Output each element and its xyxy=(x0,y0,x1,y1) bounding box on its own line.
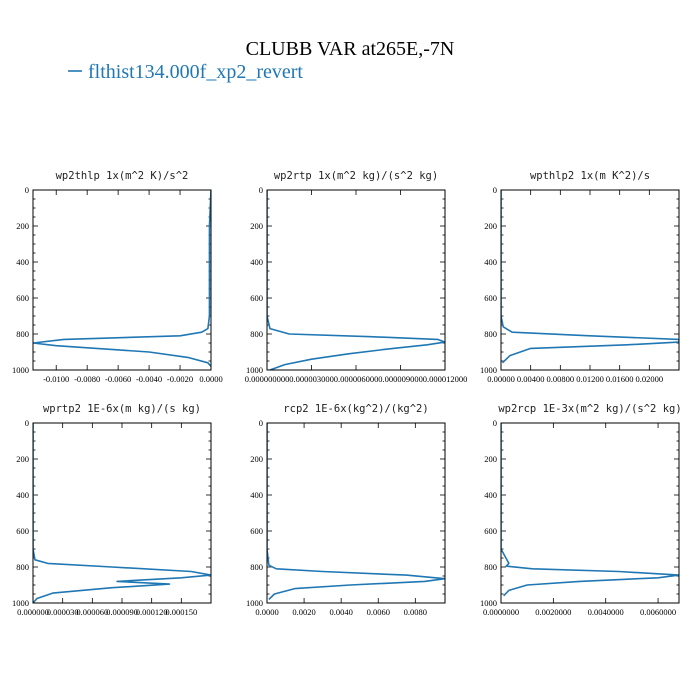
y-tick-label: 600 xyxy=(250,526,263,536)
panel-title: wp2rcp 1E-3x(m^2 kg)/(s^2 kg) xyxy=(498,403,681,415)
y-tick-label: 1000 xyxy=(12,365,29,375)
x-tick-label: 0.000000000 xyxy=(245,374,290,384)
plot-frame xyxy=(266,189,446,371)
panel-4: wprtp2 1E-6x(m kg)/(s kg) 0 200 400 600 800 10… xyxy=(12,403,212,617)
y-tick-label: 1000 xyxy=(246,365,263,375)
x-tick-label: 0.0040 xyxy=(329,607,352,617)
y-tick-label: 0 xyxy=(25,418,29,428)
y-tick-label: 1000 xyxy=(246,598,263,608)
y-tick-label: 800 xyxy=(250,562,263,572)
y-tick-label: 0 xyxy=(25,185,29,195)
y-tick-label: 400 xyxy=(484,490,497,500)
x-tick-label: 0.0080 xyxy=(404,607,427,617)
y-tick-label: 200 xyxy=(484,221,497,231)
y-tick-label: 0 xyxy=(493,418,497,428)
x-tick-label: 0.0060 xyxy=(367,607,390,617)
x-tick-label: 0.000150 xyxy=(165,607,197,617)
x-tick-label: 0.01200 xyxy=(576,374,604,384)
x-tick-label: 0.000120 xyxy=(136,607,168,617)
series-line-1 xyxy=(33,190,211,367)
plot-frame xyxy=(500,189,680,371)
x-tick-label: 0.02000 xyxy=(636,374,664,384)
x-tick-label: -0.0080 xyxy=(74,374,100,384)
y-tick-label: 800 xyxy=(484,329,497,339)
y-tick-label: 600 xyxy=(484,293,497,303)
x-tick-label: 0.000030 xyxy=(47,607,79,617)
x-tick-label: 0.00800 xyxy=(547,374,575,384)
y-tick-label: 400 xyxy=(250,257,263,267)
x-tick-label: 0.0000 xyxy=(255,607,278,617)
x-tick-label: 0.000012000 xyxy=(423,374,468,384)
y-tick-label: 400 xyxy=(16,490,29,500)
x-tick-label: -0.0100 xyxy=(43,374,69,384)
x-tick-label: 0.000090 xyxy=(106,607,138,617)
y-tick-label: 0 xyxy=(259,185,263,195)
panel-title: wprtp2 1E-6x(m kg)/(s kg) xyxy=(43,403,201,415)
x-tick-label: 0.000003000 xyxy=(289,374,334,384)
y-tick-label: 1000 xyxy=(480,365,497,375)
y-tick-label: 200 xyxy=(16,454,29,464)
y-tick-label: 400 xyxy=(250,490,263,500)
panel-title: rcp2 1E-6x(kg^2)/(kg^2) xyxy=(283,403,428,415)
panel-5: rcp2 1E-6x(kg^2)/(kg^2) 0 200 400 600 800 1000… xyxy=(246,403,446,617)
x-tick-label: 0.00000 xyxy=(487,374,515,384)
panel-grid: wp2thlp 1x(m^2 K)/s^2 0 200 400 600 800 1000 -0… xyxy=(12,170,682,617)
x-tick-label: 0.0060000 xyxy=(640,607,676,617)
series-line-1 xyxy=(267,423,445,600)
plot-frame xyxy=(32,422,212,604)
x-tick-label: 0.0000000 xyxy=(483,607,519,617)
y-tick-label: 0 xyxy=(493,185,497,195)
series-line-1 xyxy=(33,423,211,603)
y-tick-label: 200 xyxy=(250,454,263,464)
y-tick-label: 800 xyxy=(16,562,29,572)
legend: flthist134.000f_xp2_revert xyxy=(68,61,303,83)
x-tick-label: -0.0040 xyxy=(136,374,162,384)
panel-title: wp2thlp 1x(m^2 K)/s^2 xyxy=(56,170,189,182)
y-tick-label: 800 xyxy=(16,329,29,339)
plot-frame xyxy=(266,422,446,604)
panel-3: wpthlp2 1x(m K^2)/s020040060080010000.00… xyxy=(480,170,680,384)
x-tick-label: -0.0060 xyxy=(105,374,131,384)
x-tick-label: 0.000009000 xyxy=(378,374,423,384)
x-tick-label: 0.000006000 xyxy=(334,374,379,384)
panel-6: wp2rcp 1E-3x(m^2 kg)/(s^2 kg)0 200 400 600 8… xyxy=(480,403,682,617)
legend-label: flthist134.000f_xp2_revert xyxy=(88,61,303,83)
y-tick-label: 0 xyxy=(259,418,263,428)
y-tick-label: 200 xyxy=(250,221,263,231)
series-line-1 xyxy=(501,423,679,597)
x-tick-label: 0.0000 xyxy=(199,374,222,384)
x-tick-label: 0.0040000 xyxy=(588,607,624,617)
plot-frame xyxy=(32,189,212,371)
panel-title: wp2rtp 1x(m^2 kg)/(s^2 kg) xyxy=(274,170,438,182)
x-tick-label: 0.00400 xyxy=(517,374,545,384)
y-tick-label: 600 xyxy=(16,526,29,536)
x-tick-label: -0.0020 xyxy=(167,374,193,384)
x-tick-label: 0.01600 xyxy=(606,374,634,384)
x-tick-label: 0.000060 xyxy=(76,607,108,617)
x-tick-label: 0.0020 xyxy=(292,607,315,617)
y-tick-label: 800 xyxy=(484,562,497,572)
y-tick-label: 400 xyxy=(484,257,497,267)
panel-title: wpthlp2 1x(m K^2)/s xyxy=(530,170,650,182)
x-tick-label: 0.0020000 xyxy=(535,607,571,617)
y-tick-label: 1000 xyxy=(480,598,497,608)
x-tick-label: 0.000000 xyxy=(17,607,49,617)
y-tick-label: 600 xyxy=(250,293,263,303)
series-line-1 xyxy=(267,190,445,370)
panel-1: wp2thlp 1x(m^2 K)/s^2 0 200 400 600 800 1000 -0… xyxy=(12,170,223,384)
y-tick-label: 200 xyxy=(16,221,29,231)
y-tick-label: 800 xyxy=(250,329,263,339)
y-tick-label: 400 xyxy=(16,257,29,267)
series-line-1 xyxy=(501,190,679,364)
y-tick-label: 600 xyxy=(16,293,29,303)
y-tick-label: 200 xyxy=(484,454,497,464)
y-tick-label: 1000 xyxy=(12,598,29,608)
panel-2: wp2rtp 1x(m^2 kg)/(s^2 kg) 0 200 400 600 800 1… xyxy=(245,170,468,384)
plot-frame xyxy=(500,422,680,604)
y-tick-label: 600 xyxy=(484,526,497,536)
figure-title: CLUBB VAR at265E,-7N xyxy=(246,38,455,60)
